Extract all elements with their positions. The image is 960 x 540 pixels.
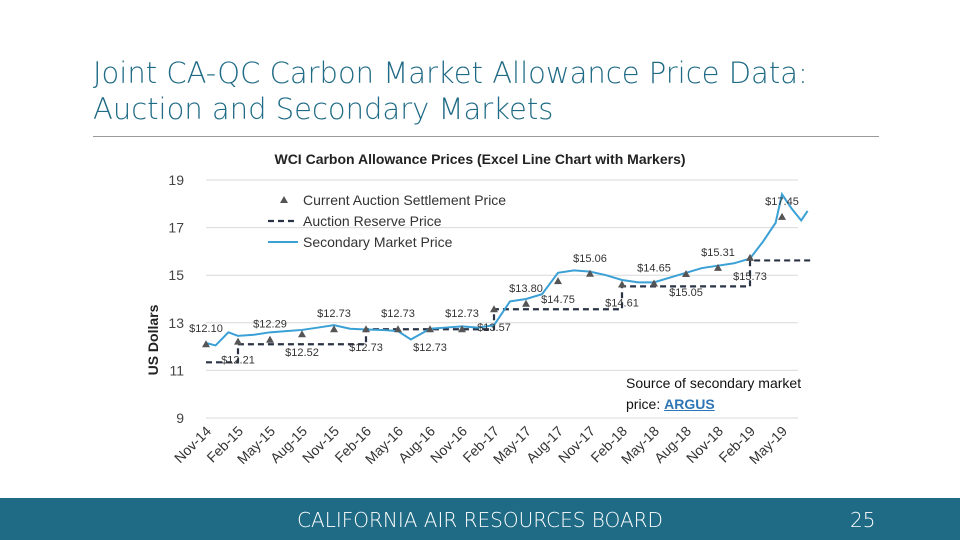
auction-marker: [298, 330, 306, 338]
price-data-label: $14.75: [541, 294, 575, 306]
price-data-label: $12.10: [189, 323, 223, 335]
price-chart: 9 11 13 15 17 19 Nov-14 Feb-15 May-15 Aug-15 Nov-…: [140, 140, 820, 495]
y-tick-label: 19: [168, 172, 184, 188]
auction-marker: [234, 337, 242, 345]
y-tick-labels: 9 11 13 15 17 19: [168, 172, 184, 426]
y-tick-label: 9: [176, 410, 184, 426]
auction-marker: [394, 325, 402, 333]
price-data-label: $12.73: [445, 308, 479, 320]
price-data-label: $12.21: [221, 355, 255, 367]
footer-org-name: CALIFORNIA AIR RESOURCES BOARD: [297, 508, 663, 532]
auction-marker: [522, 299, 530, 307]
slide-title: Joint CA-QC Carbon Market Allowance Pric…: [93, 55, 893, 127]
price-data-label: $12.29: [253, 319, 287, 331]
source-prefix: Source of secondary market price:: [626, 375, 802, 412]
price-data-label: $15.05: [669, 287, 703, 299]
chart-title: WCI Carbon Allowance Prices (Excel Line …: [274, 151, 685, 167]
y-axis-label: US Dollars: [145, 304, 161, 375]
page-number: 25: [850, 508, 876, 532]
auction-marker: [778, 212, 786, 220]
auction-marker: [490, 305, 498, 313]
auction-marker: [426, 325, 434, 333]
auction-marker: [714, 263, 722, 271]
legend-auction-marker: [280, 196, 288, 203]
price-data-label: $12.52: [285, 347, 319, 359]
price-data-label: $12.73: [413, 342, 447, 354]
chart-legend: Current Auction Settlement Price Auction …: [268, 192, 506, 250]
auction-marker: [202, 340, 210, 348]
secondary-price-line: [205, 191, 809, 347]
price-data-label: $12.73: [381, 308, 415, 320]
chart-series: [202, 191, 814, 364]
legend-reserve-label: Auction Reserve Price: [303, 213, 442, 229]
auction-marker: [458, 325, 466, 333]
chart-gridlines: [206, 179, 798, 419]
price-data-label: $17.45: [765, 196, 799, 208]
title-divider: [93, 136, 879, 137]
auction-marker: [330, 325, 338, 333]
y-tick-label: 17: [168, 220, 184, 236]
auction-marker: [266, 335, 274, 343]
auction-marker: [746, 253, 754, 261]
price-data-label: $12.73: [317, 308, 351, 320]
reserve-price-line: [206, 259, 814, 364]
price-data-label: $12.73: [349, 342, 383, 354]
auction-marker: [682, 270, 690, 278]
auction-marker: [362, 325, 370, 333]
auction-marker: [650, 279, 658, 287]
legend-secondary-label: Secondary Market Price: [303, 234, 453, 250]
legend-auction-label: Current Auction Settlement Price: [303, 192, 506, 208]
auction-marker: [586, 269, 594, 277]
price-data-label: $15.31: [701, 247, 735, 259]
slide-title-line1: Joint CA-QC Carbon Market Allowance Pric…: [93, 56, 808, 90]
price-data-label: $14.65: [637, 263, 671, 275]
auction-marker: [618, 280, 626, 288]
price-data-label: $13.80: [509, 283, 543, 295]
slide-title-line2: Auction and Secondary Markets: [93, 92, 554, 126]
y-tick-label: 13: [168, 315, 184, 331]
auction-marker: [554, 277, 562, 285]
y-tick-label: 15: [168, 267, 184, 283]
data-labels: $12.10 $12.21 $12.29 $12.52 $12.73 $12.73 $12.…: [189, 196, 799, 367]
price-data-label: $15.06: [573, 253, 607, 265]
price-data-label: $15.73: [733, 271, 767, 283]
footer-bar: [0, 498, 960, 540]
price-data-label: $13.57: [477, 322, 511, 334]
source-note: Source of secondary market price: ARGUS: [626, 373, 816, 415]
price-data-label: $14.61: [605, 297, 639, 309]
y-tick-label: 11: [169, 362, 184, 378]
source-link[interactable]: ARGUS: [664, 396, 715, 412]
